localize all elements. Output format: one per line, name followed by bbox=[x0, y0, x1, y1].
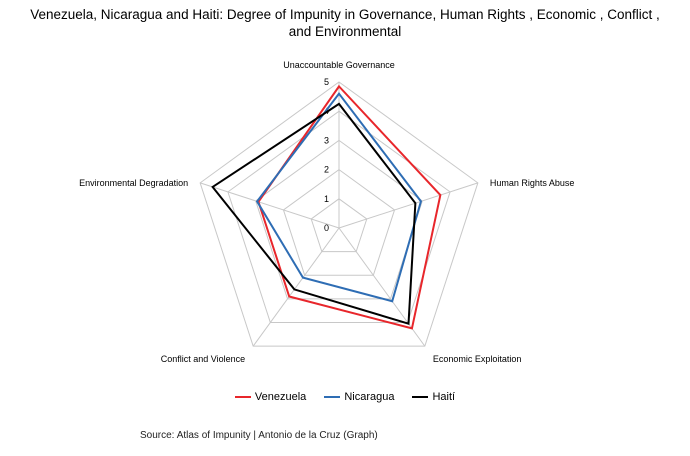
legend-label: Venezuela bbox=[254, 391, 307, 403]
chart-title-line-2: and Environmental bbox=[288, 24, 402, 39]
tick-label: 3 bbox=[324, 135, 329, 145]
chart-title: Venezuela, Nicaragua and Haiti: Degree o… bbox=[0, 6, 690, 40]
grid-spoke bbox=[252, 227, 340, 347]
grid-ring-2 bbox=[282, 168, 396, 276]
legend-swatch bbox=[234, 396, 251, 398]
tick-label: 1 bbox=[324, 194, 329, 204]
grid-spoke bbox=[199, 182, 340, 229]
grid-ring-5 bbox=[199, 81, 479, 347]
tick-label: 0 bbox=[324, 223, 329, 233]
legend-swatch bbox=[412, 396, 429, 398]
grid-spoke bbox=[338, 227, 426, 347]
grid-ring-4 bbox=[227, 110, 451, 323]
legend-swatch bbox=[324, 396, 341, 398]
chart-legend: Venezuela Nicaragua Haití bbox=[0, 391, 690, 403]
source-note: Source: Atlas of Impunity | Antonio de l… bbox=[140, 430, 378, 441]
tick-label: 5 bbox=[324, 77, 329, 87]
series-line-nicaragua bbox=[255, 92, 423, 303]
chart-title-line-1: Venezuela, Nicaragua and Haiti: Degree o… bbox=[30, 7, 660, 22]
axis-label: Economic Exploitation bbox=[433, 354, 522, 364]
grid-ring-1 bbox=[310, 198, 368, 253]
tick-label: 2 bbox=[324, 165, 329, 175]
grid-spoke bbox=[338, 182, 479, 229]
series-line-hait bbox=[211, 102, 417, 325]
legend-label: Nicaragua bbox=[344, 391, 395, 403]
legend-item: Venezuela bbox=[234, 391, 307, 403]
axis-label: Environmental Degradation bbox=[79, 178, 188, 188]
radar-series bbox=[211, 84, 442, 330]
axis-label: Conflict and Violence bbox=[161, 354, 245, 364]
axis-label: Human Rights Abuse bbox=[490, 178, 575, 188]
radar-grid bbox=[199, 81, 479, 347]
legend-item: Haití bbox=[412, 391, 455, 403]
axis-label: Unaccountable Governance bbox=[283, 60, 395, 70]
legend-label: Haití bbox=[432, 391, 456, 403]
radar-axis-labels: Unaccountable Governance Human Rights Abu… bbox=[79, 60, 574, 364]
grid-ring-3 bbox=[255, 139, 423, 300]
legend-item: Nicaragua bbox=[324, 391, 394, 403]
